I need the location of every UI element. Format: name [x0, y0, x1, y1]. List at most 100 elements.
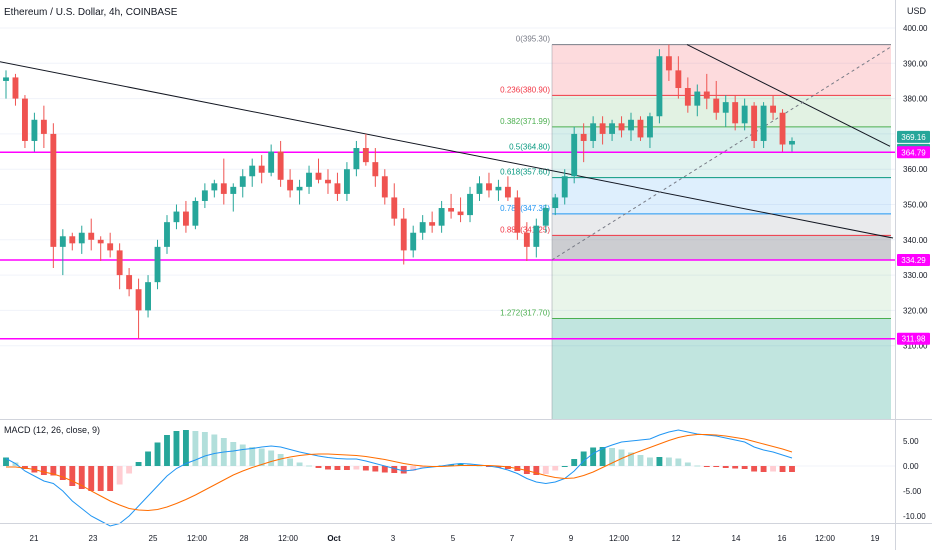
candle-body: [296, 186, 303, 191]
time-tick-label: 14: [732, 534, 741, 543]
candles[interactable]: [3, 44, 795, 339]
candle-body: [400, 218, 407, 251]
candle-body: [353, 148, 360, 170]
candle-body: [542, 208, 549, 226]
candle-body: [315, 172, 322, 180]
macd-tick-label: -10.00: [903, 512, 926, 521]
macd-histogram-bar: [732, 466, 739, 469]
macd-histogram-bar: [107, 466, 114, 491]
macd-histogram-bar: [751, 466, 758, 472]
candle-body: [31, 119, 38, 141]
macd-histogram-bar: [665, 457, 672, 466]
time-tick-label: 19: [871, 534, 880, 543]
candle-body: [590, 123, 597, 141]
candle-body: [514, 197, 521, 233]
macd-tick-label: 5.00: [903, 437, 919, 446]
fib-level-label: 0(395.30): [516, 35, 551, 44]
macd-histogram-bar: [741, 466, 748, 469]
candle-body: [486, 183, 492, 191]
candle-body: [306, 172, 312, 187]
price-badge: [897, 253, 930, 266]
macd-histogram-bar: [287, 458, 294, 466]
macd-histogram-bar: [126, 466, 133, 474]
macd-histogram-bar: [694, 465, 701, 467]
fib-zone-0.886: [552, 235, 891, 260]
signal-line: [6, 434, 793, 512]
macd-histogram-bar: [381, 466, 388, 473]
candle-body: [50, 133, 57, 247]
fib-level-label: 0.786(347.35): [500, 204, 550, 213]
macd-histogram-bar: [552, 466, 559, 471]
macd-histogram-bar: [230, 442, 237, 466]
macd-histogram-bar: [78, 466, 85, 489]
macd-histogram-bar: [343, 466, 350, 470]
candle-body: [239, 176, 246, 187]
candle-body: [467, 193, 473, 216]
trendline: [0, 61, 894, 239]
candle-body: [599, 123, 606, 134]
macd-histogram-bar: [722, 466, 729, 468]
price-axis[interactable]: 400.00390.00380.00370.00360.00350.00340.…: [903, 24, 928, 521]
time-tick-label: 7: [510, 534, 515, 543]
macd-histogram-bar: [201, 432, 208, 466]
macd-histogram-bar: [192, 431, 199, 466]
candle-body: [703, 91, 710, 99]
candle-body: [419, 222, 426, 233]
price-badge: [897, 146, 930, 159]
candle-body: [571, 133, 578, 177]
time-tick-label: 12:00: [278, 534, 299, 543]
fibonacci-zones: 0(395.30) 0.236(380.90) 0.382(371.99) 0.5(3…: [500, 35, 891, 419]
candle-body: [268, 151, 275, 173]
time-tick-label: 12: [672, 534, 681, 543]
price-tick-label: 320.00: [903, 306, 928, 315]
candle-body: [504, 186, 511, 198]
macd-histogram-bar: [3, 457, 9, 466]
time-axis[interactable]: 21 23 25 12:00 28 12:00 Oct 3 5 7 9 12:00 12 14 16 12:0…: [30, 534, 880, 543]
candle-body: [22, 98, 28, 141]
gridlines: [0, 27, 895, 347]
candle-body: [230, 186, 237, 194]
trendlines: [0, 44, 894, 261]
macd-histogram-bar: [590, 447, 597, 466]
candle-body: [628, 119, 634, 131]
fib-level-label: 0.382(371.99): [500, 117, 550, 126]
macd-histogram-bar: [637, 455, 644, 466]
macd-pane: [0, 429, 895, 527]
macd-histogram-bar: [182, 430, 189, 466]
price-tick-label: 340.00: [903, 236, 928, 245]
macd-label: MACD (12, 26, close, 9): [4, 425, 100, 435]
macd-histogram-bar: [306, 465, 312, 467]
price-badge-label: 311.98: [902, 335, 926, 344]
macd-histogram-bar: [239, 444, 246, 466]
macd-histogram-bar: [145, 451, 151, 466]
macd-histogram-bar: [448, 464, 455, 466]
macd-histogram-bar: [561, 466, 568, 467]
candle-body: [362, 148, 369, 163]
candle-body: [448, 208, 455, 212]
candle-body: [533, 225, 540, 247]
price-badge-label: 369.16: [901, 133, 926, 142]
candle-body: [211, 183, 218, 191]
macd-histogram-bar: [410, 466, 417, 471]
candle-body: [325, 179, 331, 184]
macd-histogram-bar: [116, 466, 123, 485]
macd-histogram-bar: [334, 466, 341, 470]
macd-histogram-bar: [779, 466, 786, 472]
macd-histogram-bar: [609, 448, 616, 466]
candle-body: [751, 105, 758, 141]
candle-body: [618, 123, 625, 131]
candle-body: [287, 179, 294, 191]
fib-level-label: 0.886(341.25): [500, 225, 550, 234]
time-tick-label: 23: [89, 534, 98, 543]
candle-body: [220, 183, 227, 194]
candle-body: [249, 165, 256, 177]
candle-body: [779, 112, 786, 145]
fib-zone-extension: [552, 318, 891, 419]
candle-body: [694, 91, 701, 106]
macd-histogram-bar: [647, 457, 653, 466]
time-tick-label: 28: [240, 534, 249, 543]
fib-zone-0.5: [552, 152, 891, 178]
chart-title: Ethereum / U.S. Dollar, 4h, COINBASE: [4, 7, 178, 18]
time-tick-label: 21: [30, 534, 39, 543]
